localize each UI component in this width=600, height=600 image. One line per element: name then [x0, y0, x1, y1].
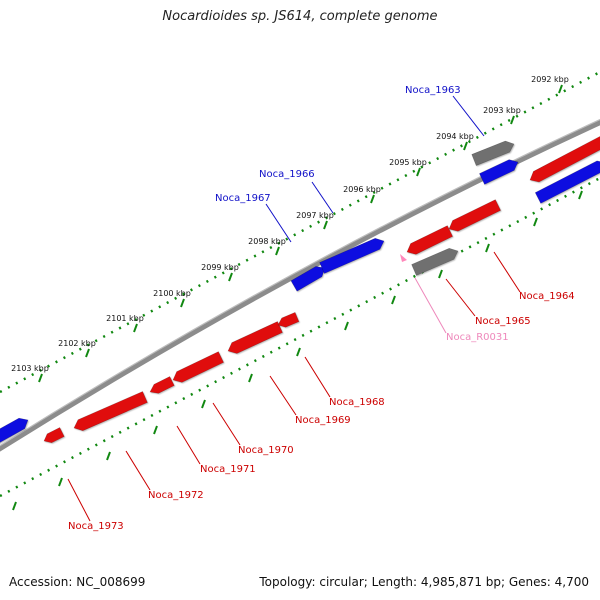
scale-tick: [201, 399, 206, 409]
scale-tick-label: 2099 kbp: [201, 263, 239, 272]
scale-tick-label: 2103 kbp: [11, 364, 49, 373]
scale-tick: [485, 243, 490, 253]
scale-tick-label: 2096 kbp: [343, 185, 381, 194]
leader-line-noca-1971: [176, 425, 201, 465]
gene-arrow-noca-1971: [149, 376, 175, 394]
gene-arrow-noca-1964: [448, 199, 502, 232]
scale-tick: [510, 115, 515, 125]
gene-arrow-noca-1969: [227, 321, 283, 354]
gene-arrow-noca-1972: [73, 391, 148, 432]
scale-tick: [463, 141, 468, 151]
scale-tick: [578, 190, 583, 200]
leader-line-noca-r0031: [414, 277, 447, 334]
gene-label-noca-r0031: Noca_R0031: [446, 332, 509, 343]
scale-tick: [106, 451, 111, 461]
leader-line-noca-1966: [311, 181, 334, 214]
scale-tick: [296, 347, 301, 357]
gene-label-noca-1972: Noca_1972: [148, 490, 204, 501]
leader-line-noca-1968: [304, 356, 331, 398]
genome-backbone: [0, 119, 600, 452]
leader-line-noca-1963: [452, 95, 485, 137]
scale-tick: [416, 167, 421, 177]
leader-line-noca-1967: [265, 203, 292, 243]
scale-tick-label: 2097 kbp: [296, 211, 334, 220]
scale-tick: [344, 321, 349, 331]
scale-tick-label: 2092 kbp: [531, 75, 569, 84]
scale-tick: [58, 477, 63, 487]
scale-tick: [38, 373, 43, 383]
scale-tick: [558, 84, 563, 94]
leader-line-noca-1970: [212, 402, 241, 446]
scale-tick: [275, 246, 280, 256]
scale-tick: [533, 217, 538, 227]
scale-tick-label: 2100 kbp: [153, 289, 191, 298]
scale-tick-label: 2098 kbp: [248, 237, 286, 246]
gene-label-noca-1968: Noca_1968: [329, 397, 385, 408]
gene-arrow-noca-1965: [406, 225, 454, 255]
genome-summary-text: Topology: circular; Length: 4,985,871 bp…: [259, 575, 589, 589]
scale-tick: [438, 269, 443, 279]
gene-arrow-gray: [411, 247, 459, 276]
leader-line-noca-1969: [269, 375, 297, 416]
scale-tick: [180, 298, 185, 308]
gene-label-noca-1967: Noca_1967: [215, 193, 271, 204]
gene-arrow: [529, 136, 600, 183]
scale-tick: [153, 425, 158, 435]
scale-tick: [323, 220, 328, 230]
scale-tick: [228, 272, 233, 282]
gene-label-noca-1965: Noca_1965: [475, 316, 531, 327]
map-title: Nocardioides sp. JS614, complete genome: [162, 9, 438, 24]
leader-line-noca-1972: [125, 450, 151, 491]
scale-tick: [391, 295, 396, 305]
scale-tick-label: 2094 kbp: [436, 132, 474, 141]
gene-label-noca-1963: Noca_1963: [405, 85, 461, 96]
gene-arrow-noca-1967: [290, 266, 326, 292]
gene-arrow: [0, 417, 29, 443]
scale-tick: [248, 373, 253, 383]
scale-tick: [12, 501, 17, 511]
lower-scale-track: [0, 176, 600, 498]
scale-tick: [370, 194, 375, 204]
gene-label-noca-1969: Noca_1969: [295, 415, 351, 426]
gene-label-noca-1966: Noca_1966: [259, 169, 315, 180]
leader-line-noca-1964: [493, 251, 521, 293]
rna-marker-noca-r0031: [400, 254, 407, 262]
gene-arrow-noca-1973: [43, 427, 65, 444]
leader-line-noca-1973: [67, 478, 91, 522]
scale-tick-label: 2095 kbp: [389, 158, 427, 167]
gene-label-noca-1973: Noca_1973: [68, 521, 124, 532]
gene-arrow-noca-1970: [172, 351, 224, 383]
gene-label-noca-1971: Noca_1971: [200, 464, 256, 475]
gene-arrow-noca-1963: [479, 159, 519, 185]
scale-tick-label: 2102 kbp: [58, 339, 96, 348]
genome-backbone-highlight: [0, 118, 600, 447]
scale-tick: [133, 323, 138, 333]
gene-arrow-noca-1966: [319, 237, 385, 274]
scale-tick: [85, 348, 90, 358]
scale-tick-label: 2101 kbp: [106, 314, 144, 323]
gene-arrow-noca-1968: [277, 311, 300, 328]
gene-label-noca-1970: Noca_1970: [238, 445, 294, 456]
leader-line-noca-1965: [445, 278, 476, 317]
accession-text: Accession: NC_008699: [9, 575, 146, 589]
gene-arrow-gray: [471, 140, 515, 166]
gene-arrow: [534, 160, 600, 204]
scale-tick-label: 2093 kbp: [483, 106, 521, 115]
gene-label-noca-1964: Noca_1964: [519, 291, 575, 302]
